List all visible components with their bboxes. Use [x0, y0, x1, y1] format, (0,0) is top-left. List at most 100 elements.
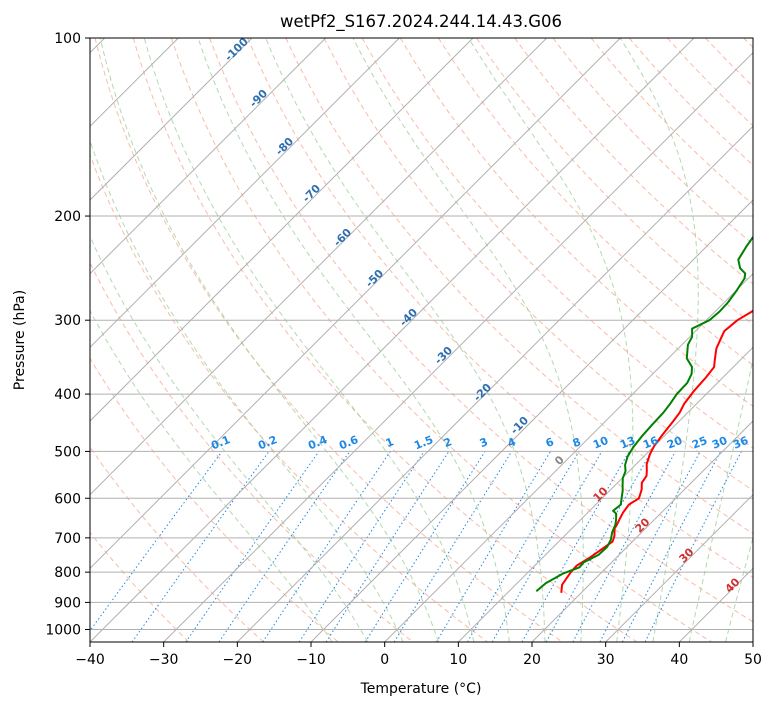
isotherm-line [236, 125, 753, 642]
mixing-ratio-label: 6 [544, 435, 556, 450]
dry-adiabat-line [132, 38, 638, 642]
y-axis: 100 200 300 400 500 600 700 800 900 1000 [45, 31, 90, 638]
isotherm-line [605, 493, 753, 642]
isotherm-line [457, 346, 753, 642]
isotherm-line [90, 38, 327, 275]
isotherm-line [90, 38, 695, 642]
background-lines: -100-90-80-70-60-50-40-30-20-10010203040… [90, 35, 753, 642]
dry-adiabat-line [705, 38, 753, 88]
mixing-ratio-line [325, 451, 450, 642]
mixing-ratio-label: 20 [665, 434, 684, 452]
y-tick-label: 500 [54, 444, 81, 460]
moist-adiabat-line [725, 535, 753, 642]
plot-frame [89, 37, 754, 643]
x-tick-label: −20 [223, 652, 253, 668]
x-tick-label: −30 [149, 652, 179, 668]
x-tick-label: −40 [75, 652, 105, 668]
x-tick-label: 50 [744, 652, 762, 668]
isotherm-line [531, 420, 753, 642]
y-tick-label: 200 [54, 209, 81, 225]
moist-adiabat-line [90, 235, 369, 642]
moist-adiabat-line [90, 139, 404, 642]
dry-adiabat-line [285, 38, 753, 535]
mixing-ratio-label: 1.5 [412, 433, 435, 452]
mixing-ratio-label: 0.4 [306, 433, 329, 452]
mixing-ratio-line [90, 451, 223, 632]
y-tick-label: 400 [54, 387, 81, 403]
dry-adiabat-line [90, 446, 264, 642]
y-tick-label: 100 [54, 31, 81, 47]
x-tick-label: 10 [449, 652, 467, 668]
mixing-ratio-line [435, 451, 552, 642]
moist-adiabats [90, 38, 753, 642]
skewed-isotherms [90, 38, 753, 642]
dry-adiabat-label: 20 [633, 515, 653, 535]
dry-adiabat-line [90, 357, 339, 642]
isotherm-line [384, 272, 753, 642]
contour-labels: -100-90-80-70-60-50-40-30-20-10010203040… [209, 35, 750, 596]
isotherm-line [678, 567, 753, 642]
dry-adiabat-line [90, 261, 414, 642]
moist-adiabat-line [468, 38, 634, 642]
mixing-ratio-label: 1 [384, 435, 396, 450]
moist-adiabat-line [265, 38, 546, 642]
mixing-ratio-label: 10 [591, 434, 610, 452]
mixing-ratio-label: 36 [731, 434, 750, 452]
y-tick-label: 900 [54, 595, 81, 611]
temperature-line [560, 309, 753, 593]
y-tick-label: 700 [54, 531, 81, 547]
mixing-ratio-label: 8 [571, 435, 583, 450]
isotherm-line [163, 51, 753, 642]
mixing-ratio-label: 30 [710, 434, 729, 452]
dry-adiabat-line [743, 38, 753, 49]
moist-adiabat-line [352, 38, 584, 642]
dry-adiabat-line [399, 38, 753, 408]
dry-adiabat-label: -40 [397, 306, 420, 329]
dry-adiabat-label: -80 [273, 135, 296, 158]
dry-adiabat-line [170, 38, 712, 642]
mixing-ratio-label: 0.2 [256, 433, 279, 452]
dry-adiabat-label: 0 [552, 453, 567, 468]
x-tick-label: 30 [597, 652, 615, 668]
mixing-ratio-line [185, 451, 320, 642]
chart-title: wetPf2_S167.2024.244.14.43.G06 [280, 12, 562, 32]
dry-adiabat-label: 10 [591, 484, 611, 504]
y-axis-label: Pressure (hPa) [12, 290, 28, 390]
mixing-ratio-label: 2 [442, 435, 454, 450]
mixing-ratio-label: 16 [641, 434, 660, 452]
moist-adiabat-line [143, 38, 475, 642]
dry-adiabat-line [552, 38, 753, 245]
dry-adiabat-label: 40 [723, 575, 743, 595]
mixing-ratio-line [621, 451, 722, 642]
mixing-ratio-label: 0.6 [337, 433, 360, 452]
mixing-ratio-line [298, 451, 425, 642]
moist-adiabat-line [619, 38, 699, 642]
x-tick-label: 40 [670, 652, 688, 668]
dry-adiabat-line [209, 38, 753, 623]
isotherm-line [310, 199, 753, 642]
mixing-ratio-line [521, 451, 630, 642]
isotherm-line [90, 38, 253, 201]
dry-adiabat-label: -60 [331, 226, 354, 249]
isotherm-line [90, 38, 621, 570]
moist-adiabat-line [197, 38, 510, 642]
isotherm-line [752, 641, 753, 642]
x-tick-label: −10 [296, 652, 326, 668]
dry-adiabat-label: -30 [432, 344, 455, 367]
y-tick-label: 1000 [45, 622, 81, 638]
dry-adiabat-line [323, 38, 753, 492]
isotherm-line [90, 38, 400, 349]
dry-adiabat-line [90, 531, 190, 642]
x-axis-label: Temperature (°C) [360, 681, 482, 697]
mixing-ratio-label: 3 [478, 435, 490, 450]
grid-lines [90, 38, 753, 630]
y-tick-label: 600 [54, 491, 81, 507]
dry-adiabat-label: -10 [508, 414, 531, 437]
dry-adiabat-label: -20 [471, 381, 494, 404]
dry-adiabat-label: -100 [222, 35, 251, 64]
x-tick-label: 20 [523, 652, 541, 668]
profile-series [535, 235, 753, 593]
mixing-ratio-line [262, 451, 391, 642]
dry-adiabat-line [476, 38, 753, 326]
